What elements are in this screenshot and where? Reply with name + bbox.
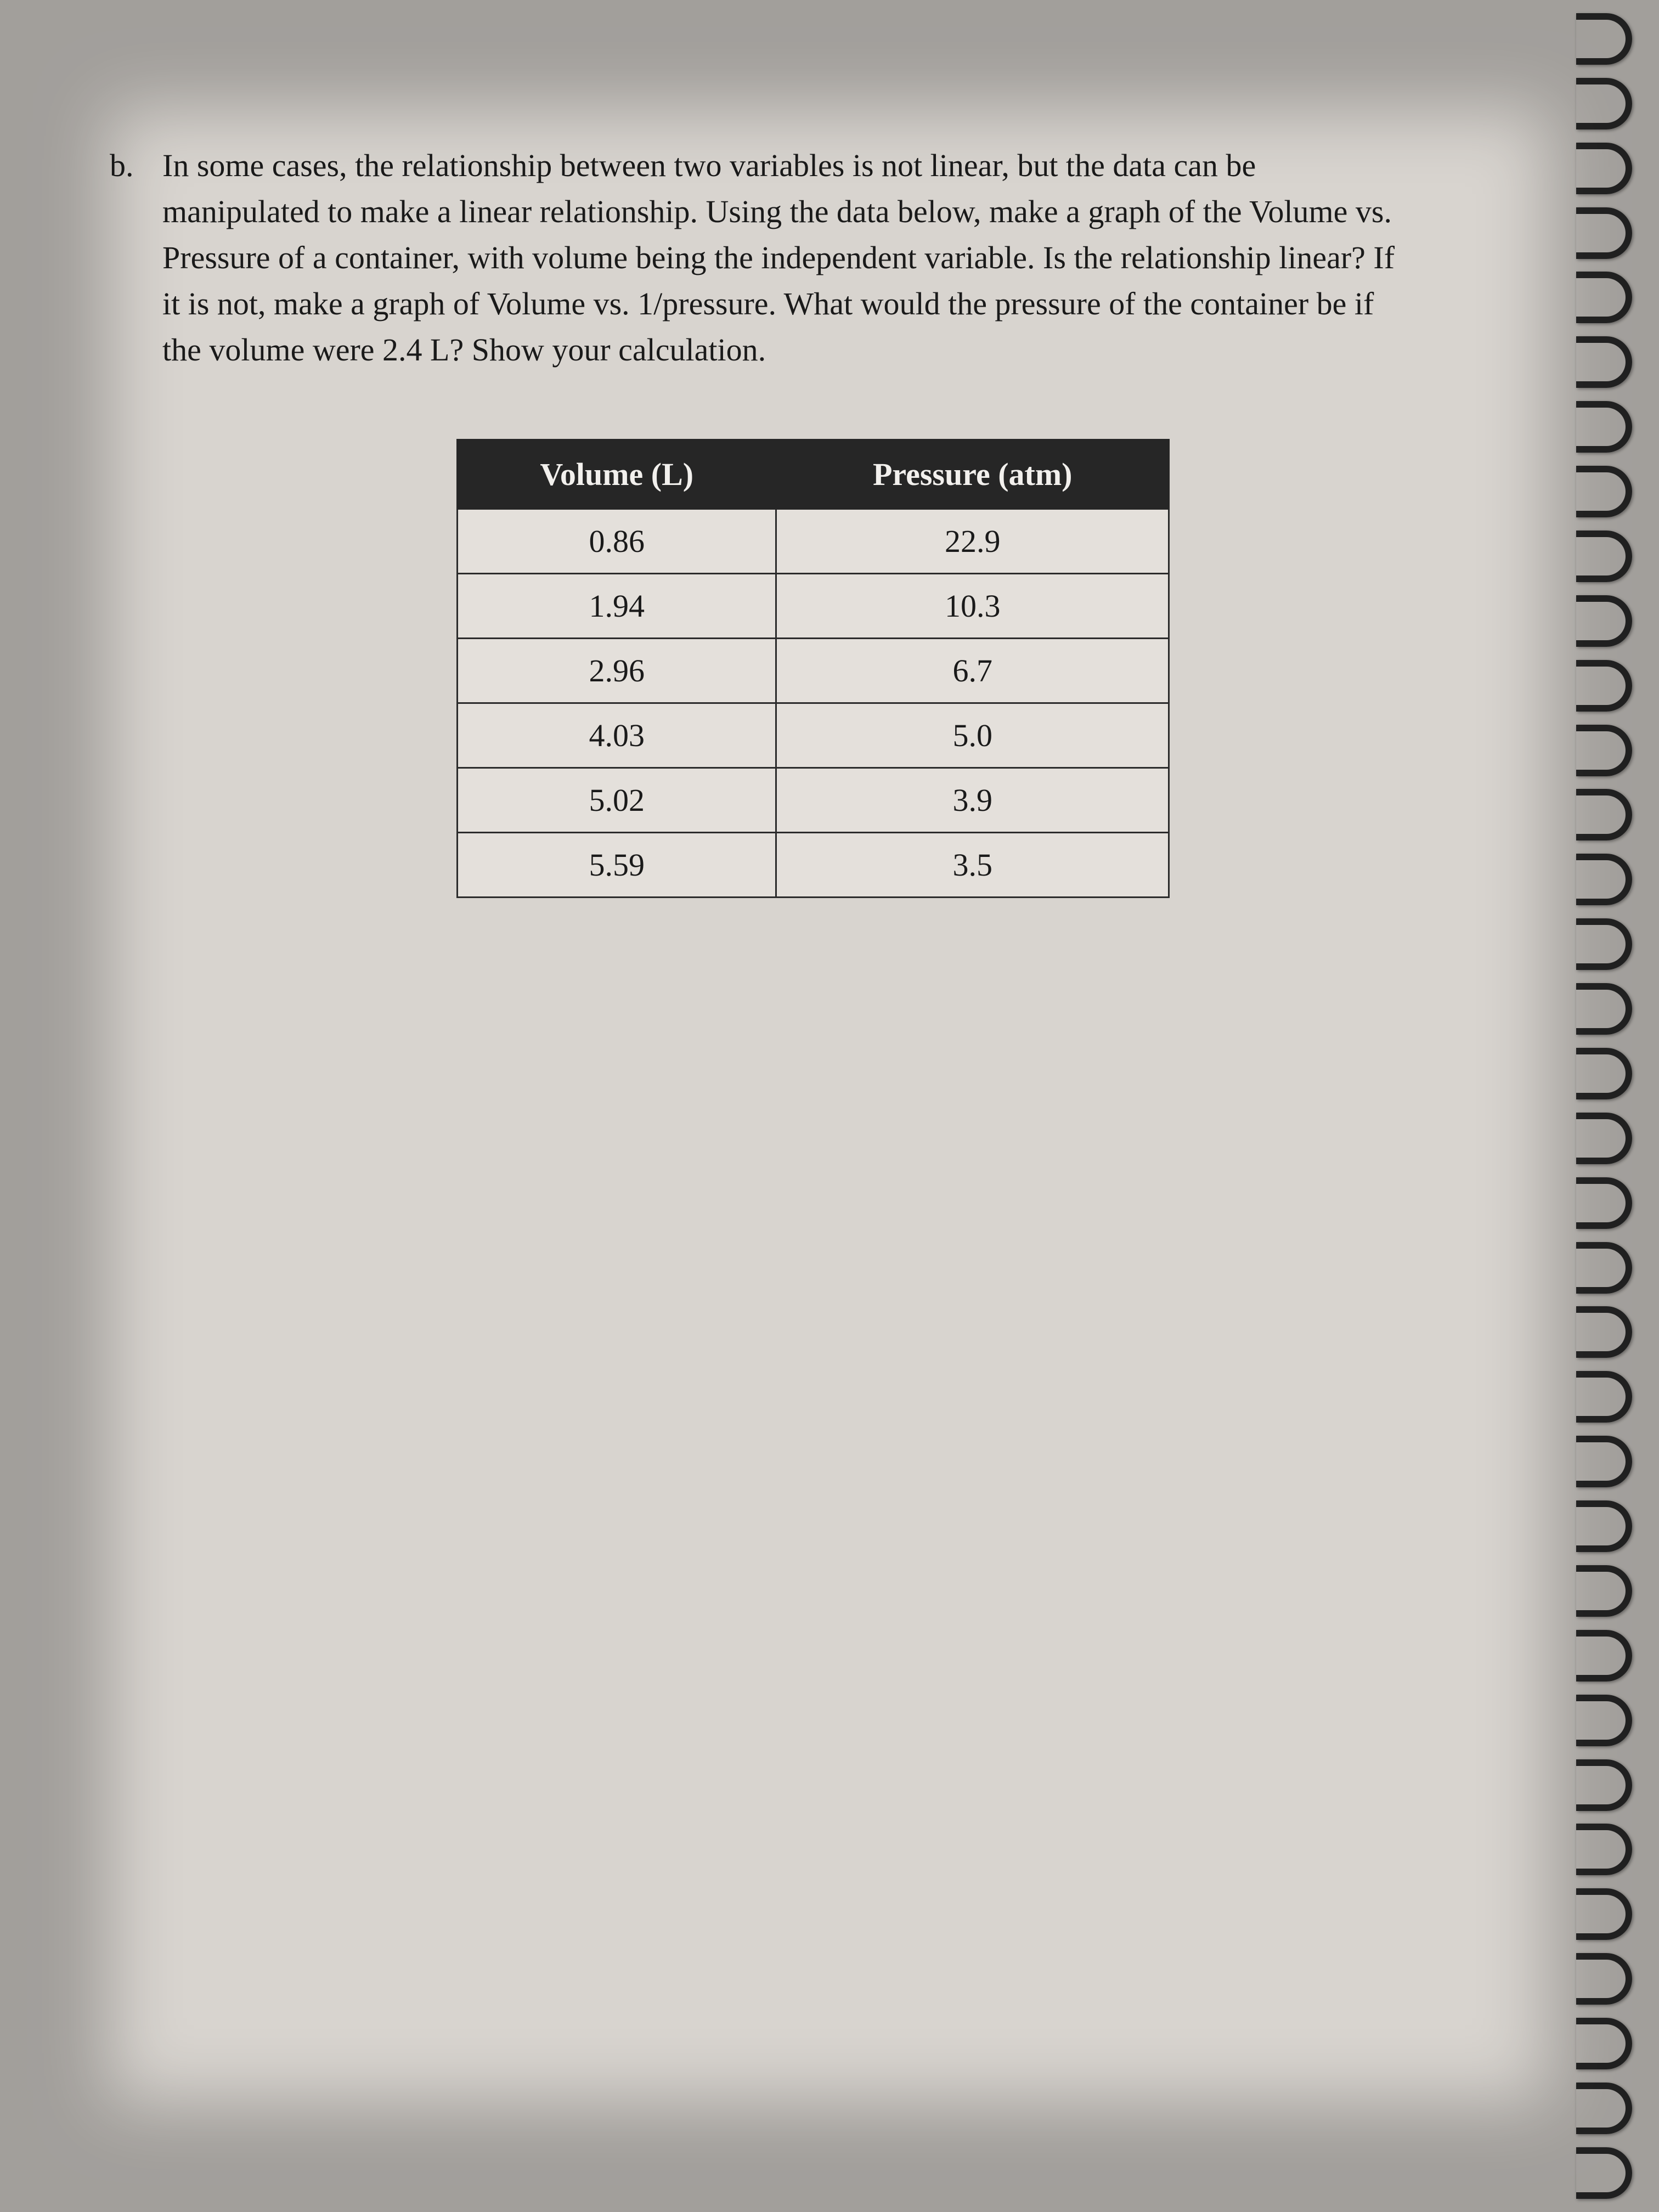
spiral-ring: [1576, 143, 1632, 194]
spiral-ring: [1576, 2147, 1632, 2199]
problem-letter: b.: [110, 143, 143, 189]
spiral-ring: [1576, 2018, 1632, 2069]
spiral-ring: [1576, 78, 1632, 129]
table-row: 5.593.5: [458, 833, 1169, 898]
table-header-row: Volume (L) Pressure (atm): [458, 440, 1169, 509]
table-row: 2.966.7: [458, 639, 1169, 703]
table-cell: 5.02: [458, 768, 776, 833]
spiral-ring: [1576, 1306, 1632, 1358]
spiral-ring: [1576, 1630, 1632, 1681]
spiral-ring: [1576, 660, 1632, 712]
spiral-ring: [1576, 1759, 1632, 1811]
spiral-ring: [1576, 466, 1632, 517]
spiral-ring: [1576, 531, 1632, 582]
table-cell: 5.0: [776, 703, 1169, 768]
col-header-volume: Volume (L): [458, 440, 776, 509]
table-cell: 5.59: [458, 833, 776, 898]
table-row: 0.8622.9: [458, 509, 1169, 574]
table-body: 0.8622.91.9410.32.966.74.035.05.023.95.5…: [458, 509, 1169, 898]
table-cell: 1.94: [458, 574, 776, 639]
spiral-ring: [1576, 1242, 1632, 1294]
spiral-ring: [1576, 789, 1632, 840]
table-cell: 3.9: [776, 768, 1169, 833]
page-content: b. In some cases, the relationship betwe…: [110, 143, 1516, 898]
spiral-ring: [1576, 1695, 1632, 1746]
spiral-ring: [1576, 1888, 1632, 1940]
spiral-ring: [1576, 1500, 1632, 1552]
spiral-ring: [1576, 13, 1632, 65]
spiral-ring: [1576, 336, 1632, 388]
table-cell: 4.03: [458, 703, 776, 768]
spiral-ring: [1576, 1565, 1632, 1617]
col-header-pressure: Pressure (atm): [776, 440, 1169, 509]
table-cell: 3.5: [776, 833, 1169, 898]
table-cell: 2.96: [458, 639, 776, 703]
table-cell: 0.86: [458, 509, 776, 574]
spiral-ring: [1576, 1436, 1632, 1487]
table-row: 4.035.0: [458, 703, 1169, 768]
spiral-ring: [1576, 725, 1632, 776]
spiral-binding: [1571, 0, 1637, 2212]
table-cell: 22.9: [776, 509, 1169, 574]
spiral-ring: [1576, 1048, 1632, 1099]
spiral-ring: [1576, 207, 1632, 259]
spiral-ring: [1576, 1113, 1632, 1164]
spiral-ring: [1576, 1953, 1632, 2005]
spiral-ring: [1576, 854, 1632, 905]
table-row: 1.9410.3: [458, 574, 1169, 639]
spiral-ring: [1576, 983, 1632, 1035]
volume-pressure-table: Volume (L) Pressure (atm) 0.8622.91.9410…: [456, 439, 1170, 898]
spiral-ring: [1576, 1177, 1632, 1229]
spiral-ring: [1576, 1824, 1632, 1875]
spiral-ring: [1576, 272, 1632, 323]
problem-text: In some cases, the relationship between …: [162, 143, 1404, 373]
table-cell: 10.3: [776, 574, 1169, 639]
problem-block: b. In some cases, the relationship betwe…: [110, 143, 1404, 373]
spiral-ring: [1576, 918, 1632, 970]
spiral-ring: [1576, 1371, 1632, 1423]
table-row: 5.023.9: [458, 768, 1169, 833]
table-cell: 6.7: [776, 639, 1169, 703]
spiral-ring: [1576, 401, 1632, 453]
spiral-ring: [1576, 595, 1632, 647]
spiral-ring: [1576, 2083, 1632, 2134]
